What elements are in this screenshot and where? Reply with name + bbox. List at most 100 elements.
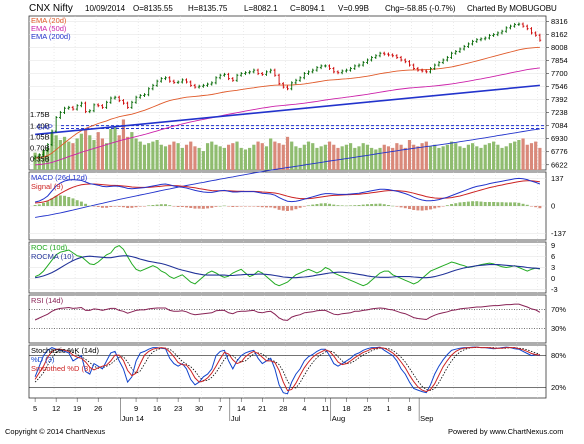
volume-bar — [147, 143, 151, 170]
price-tick-label: 6930 — [551, 134, 568, 143]
volume-bar — [462, 147, 466, 170]
volume-bar — [256, 141, 260, 170]
macd-histogram-bar — [416, 206, 420, 211]
macd-line — [34, 177, 541, 203]
volume-bar — [466, 144, 470, 170]
macd-histogram-bar — [454, 203, 458, 206]
volume-bar — [437, 147, 441, 170]
volume-bar — [134, 138, 138, 170]
volume-bar — [483, 144, 487, 170]
volume-bar — [205, 143, 210, 170]
volume-bar — [184, 144, 189, 170]
macd-histogram-bar — [147, 205, 151, 206]
macd-histogram-bar — [336, 205, 340, 206]
volume-bar — [361, 143, 365, 170]
rsi-line — [34, 303, 541, 321]
x-day-label: 28 — [279, 404, 287, 413]
volume-bar — [264, 146, 269, 170]
volume-bar — [319, 146, 323, 170]
volume-bar — [521, 138, 525, 170]
macd-histogram-bar — [479, 201, 483, 206]
x-day-label: 21 — [258, 404, 266, 413]
macd-histogram-bar — [437, 206, 441, 208]
x-day-label: 7 — [218, 404, 222, 413]
x-day-label: 18 — [342, 404, 350, 413]
macd-histogram-bar — [538, 206, 542, 209]
volume-bar — [235, 141, 239, 170]
macd-histogram-bar — [408, 206, 411, 209]
x-day-label: 12 — [52, 404, 60, 413]
macd-tick-label: 137 — [551, 174, 564, 183]
volume-bar — [92, 140, 96, 170]
volume-bar — [227, 144, 231, 170]
macd-histogram-bar — [534, 206, 538, 208]
macd-histogram-bar — [243, 206, 247, 207]
volume-bar — [340, 146, 344, 170]
macd-histogram-bar — [75, 200, 79, 206]
macd-histogram-bar — [294, 206, 298, 210]
volume-bar — [302, 144, 306, 170]
volume-bar — [529, 143, 534, 170]
macd-histogram-bar — [374, 203, 378, 206]
macd-histogram-bar — [323, 203, 327, 206]
volume-bar — [46, 147, 50, 170]
x-day-label: 16 — [153, 404, 161, 413]
macd-tick-label: 0 — [551, 202, 555, 211]
macd-histogram-bar — [189, 206, 193, 208]
volume-bar — [378, 147, 382, 170]
macd-histogram-bar — [201, 206, 205, 209]
header-volume: V=0.99B — [338, 4, 369, 13]
x-day-label: 19 — [73, 404, 81, 413]
macd-histogram-bar — [260, 206, 264, 208]
chart-marks — [33, 22, 546, 395]
macd-histogram-bar — [302, 206, 306, 207]
macd-histogram-bar — [185, 206, 189, 208]
volume-bar — [298, 147, 302, 170]
x-month-label: Jun 14 — [121, 414, 144, 423]
price-tick-label: 7238 — [551, 108, 568, 117]
price-tick-label: 6776 — [551, 147, 568, 156]
macd-histogram-bar — [492, 202, 496, 206]
macd-histogram-bar — [340, 205, 344, 206]
volume-bar — [277, 143, 281, 170]
volume-bar — [492, 141, 496, 170]
x-day-label: 8 — [407, 404, 411, 413]
macd-histogram-bar — [487, 202, 491, 206]
volume-bar — [386, 146, 391, 170]
macd-histogram-bar — [458, 202, 462, 206]
volume-bar — [327, 141, 332, 170]
macd-histogram-bar — [420, 206, 424, 211]
x-day-label: 25 — [363, 404, 371, 413]
macd-histogram-bar — [109, 206, 113, 207]
volume-bar — [163, 146, 168, 170]
macd-histogram-bar — [151, 205, 155, 206]
volume-bar — [62, 136, 67, 170]
volume-bar — [172, 141, 176, 170]
gap-label: GAP — [37, 123, 53, 132]
macd-histogram-bar — [138, 206, 142, 207]
macd-histogram-bar — [508, 202, 512, 206]
ema50-line — [35, 67, 540, 166]
macd-histogram-bar — [143, 206, 146, 207]
macd-histogram-bar — [412, 206, 416, 210]
macd-histogram-bar — [349, 205, 353, 206]
volume-bar — [155, 140, 159, 170]
macd-histogram-bar — [130, 206, 134, 208]
volume-bar — [365, 144, 370, 170]
macd-histogram-bar — [105, 206, 109, 208]
header-change: Chg=-58.85 (-0.7%) — [385, 4, 456, 13]
macd-histogram-bar — [113, 206, 117, 207]
volume-bar — [445, 144, 449, 170]
x-day-label: 4 — [302, 404, 306, 413]
volume-bar — [151, 141, 155, 170]
x-day-label: 1 — [386, 404, 390, 413]
macd-histogram-bar — [513, 202, 517, 206]
volume-bar — [441, 146, 445, 170]
legend-stoch-smooth: Smoothed %D (3) — [31, 364, 91, 373]
volume-bar — [126, 136, 130, 170]
volume-bar — [470, 143, 475, 170]
roc-tick-label: 3 — [551, 263, 555, 272]
macd-histogram-bar — [33, 205, 37, 206]
volume-bar — [433, 144, 437, 170]
